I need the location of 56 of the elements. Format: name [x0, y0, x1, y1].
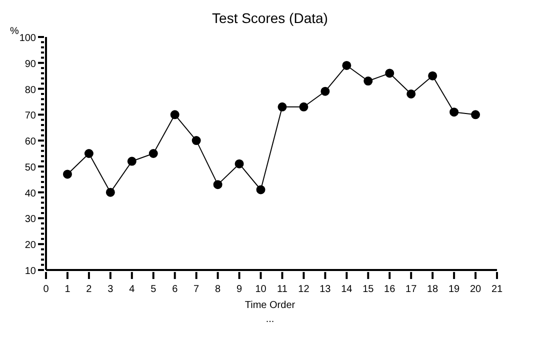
- point: [385, 68, 394, 78]
- x-tick-label: 5: [150, 284, 157, 295]
- x-tick-label: 19: [448, 284, 460, 295]
- x-tick-label: 11: [277, 284, 288, 295]
- y-tick-label: 90: [24, 58, 36, 70]
- x-tick-label: 4: [129, 284, 136, 295]
- y-tick-label: 100: [19, 33, 36, 44]
- text: ...: [264, 314, 276, 325]
- point: [234, 159, 244, 168]
- x-tick-label: 18: [427, 284, 439, 295]
- x-tick-label: 9: [236, 284, 243, 295]
- point: [84, 149, 94, 158]
- x-tick-label: 17: [406, 284, 418, 295]
- x-tick-label: 7: [194, 284, 200, 295]
- y-tick-label: 10: [24, 266, 36, 277]
- y-axis-title: %: [10, 26, 19, 37]
- y-tick-label: 70: [24, 110, 36, 122]
- x-tick-label: 1: [64, 284, 71, 295]
- x-tick-label: 20: [470, 284, 482, 295]
- point: [213, 180, 222, 190]
- x-tick-label: 3: [108, 284, 114, 295]
- point: [342, 60, 352, 70]
- x-tick-label: 6: [172, 284, 178, 295]
- chart-title: Test Scores (Data): [211, 10, 329, 26]
- x-tick-label: 10: [255, 284, 267, 295]
- point: [278, 102, 287, 112]
- x-tick-label: 8: [215, 284, 222, 295]
- x-tick-label: 14: [341, 284, 353, 295]
- point: [62, 170, 72, 179]
- y-tick-label: 30: [24, 214, 36, 226]
- y-tick-label: 20: [24, 240, 36, 252]
- y-tick-label: 40: [24, 188, 36, 200]
- point: [299, 102, 308, 112]
- x-axis-title: Time Order: [244, 300, 296, 311]
- point: [127, 156, 136, 166]
- point: [192, 136, 201, 146]
- y-tick-label: 60: [24, 136, 36, 148]
- point: [106, 188, 115, 197]
- x-tick-label: 2: [86, 284, 92, 295]
- x-tick-label: 15: [362, 284, 374, 295]
- point: [256, 185, 266, 194]
- point: [428, 71, 438, 80]
- point: [450, 108, 459, 117]
- point: [170, 110, 180, 120]
- x-tick-label: 13: [320, 284, 332, 295]
- point: [320, 86, 330, 96]
- point: [471, 110, 480, 120]
- point: [406, 89, 416, 98]
- point: [148, 149, 158, 158]
- x-tick-label: 21: [491, 284, 503, 295]
- x-tick-label: 12: [298, 284, 310, 295]
- x-tick-label: 0: [43, 284, 50, 295]
- point: [364, 76, 373, 86]
- x-tick-label: 16: [384, 284, 396, 295]
- y-tick-label: 50: [24, 162, 36, 174]
- y-tick-label: 80: [24, 84, 36, 96]
